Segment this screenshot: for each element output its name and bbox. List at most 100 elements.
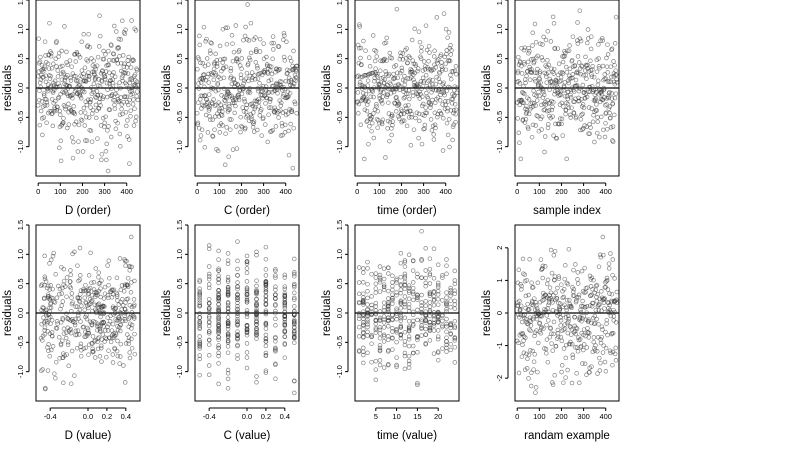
data-point <box>39 321 44 327</box>
data-point <box>426 43 432 49</box>
data-point <box>365 322 370 327</box>
data-point <box>112 23 117 29</box>
data-point <box>611 318 616 323</box>
data-point <box>410 93 416 98</box>
data-point <box>196 100 201 105</box>
data-point <box>207 103 213 109</box>
data-point <box>362 107 368 113</box>
data-point <box>585 285 590 290</box>
scatter-points <box>356 228 458 388</box>
data-point <box>380 117 386 123</box>
y-tick-label: -1.0 <box>495 140 504 153</box>
data-point <box>231 49 237 55</box>
data-point <box>406 334 412 339</box>
data-point <box>555 46 561 51</box>
x-axis-label: sample index <box>533 205 601 217</box>
data-point <box>87 45 93 50</box>
data-point <box>386 324 391 329</box>
data-point <box>602 306 607 311</box>
data-point <box>51 299 57 304</box>
data-point <box>292 390 297 396</box>
scatter-points <box>514 8 620 162</box>
data-point <box>589 72 594 77</box>
data-point <box>263 267 269 272</box>
data-point <box>361 345 366 351</box>
data-point <box>557 121 562 127</box>
data-point <box>251 110 256 115</box>
data-point <box>423 332 428 337</box>
data-point <box>53 98 58 104</box>
y-axis-label: residuals <box>2 290 14 336</box>
data-point <box>249 114 254 119</box>
data-point <box>364 72 369 78</box>
data-point <box>551 293 556 298</box>
data-point <box>613 14 619 20</box>
data-point <box>105 315 110 320</box>
data-point <box>400 118 405 123</box>
data-point <box>435 296 441 302</box>
data-point <box>559 363 565 368</box>
data-point <box>279 79 284 85</box>
data-point <box>197 372 202 378</box>
data-point <box>200 77 206 83</box>
data-point <box>59 303 64 308</box>
data-point <box>57 83 62 89</box>
data-point <box>521 47 527 53</box>
data-point <box>241 109 247 114</box>
data-point <box>560 59 566 65</box>
data-point <box>564 69 570 75</box>
data-point <box>131 297 137 302</box>
data-point <box>281 92 286 97</box>
data-point <box>53 359 59 365</box>
data-point <box>69 348 75 354</box>
data-point <box>568 95 574 100</box>
data-point <box>575 54 581 59</box>
data-point <box>423 23 429 28</box>
x-tick-label: 0 <box>515 187 519 196</box>
data-point <box>440 318 445 324</box>
data-point <box>431 328 437 333</box>
data-point <box>422 122 428 128</box>
data-point <box>450 137 455 143</box>
data-point <box>269 129 274 134</box>
data-point <box>77 299 83 305</box>
data-point <box>127 161 132 166</box>
data-point <box>125 71 131 76</box>
x-tick-label: 100 <box>533 187 546 196</box>
data-point <box>270 34 276 39</box>
data-point <box>60 317 66 322</box>
data-point <box>582 361 588 367</box>
data-point <box>531 88 536 94</box>
data-point <box>45 61 51 67</box>
data-point <box>234 146 240 151</box>
data-point <box>45 321 50 326</box>
data-point <box>401 96 407 101</box>
data-point <box>580 127 585 132</box>
data-point <box>40 367 45 372</box>
data-point <box>41 115 47 120</box>
data-point <box>426 59 431 64</box>
data-point <box>373 66 378 71</box>
data-point <box>387 119 393 125</box>
data-point <box>524 107 530 113</box>
data-point <box>224 125 229 130</box>
data-point <box>105 87 110 92</box>
data-point <box>399 65 405 71</box>
data-point <box>601 343 606 348</box>
y-tick-label: 1.5 <box>335 220 344 230</box>
data-point <box>550 348 555 353</box>
data-point <box>575 281 581 286</box>
data-point <box>38 283 44 289</box>
data-point <box>561 380 566 385</box>
data-point <box>546 108 552 113</box>
data-point <box>110 321 116 327</box>
data-point <box>98 33 103 39</box>
data-point <box>527 77 533 83</box>
data-point <box>544 74 549 79</box>
y-tick-label: 1.0 <box>16 24 25 34</box>
data-point <box>78 319 83 324</box>
data-point <box>530 122 536 128</box>
data-point <box>72 373 77 378</box>
data-point <box>607 104 613 109</box>
